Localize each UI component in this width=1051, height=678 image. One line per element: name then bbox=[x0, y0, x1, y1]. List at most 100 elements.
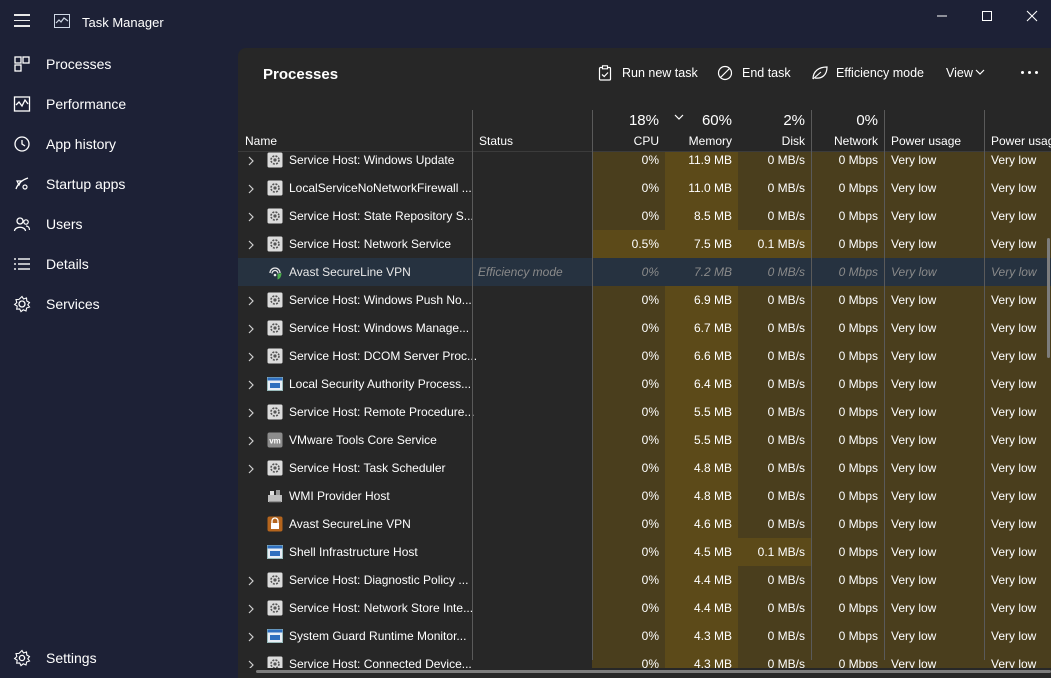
chevron-right-icon[interactable] bbox=[247, 407, 255, 421]
chevron-right-icon[interactable] bbox=[247, 575, 255, 589]
chevron-right-icon[interactable] bbox=[247, 435, 255, 449]
column-header-memory[interactable]: 60% Memory bbox=[665, 110, 738, 152]
chevron-right-icon[interactable] bbox=[247, 323, 255, 337]
table-row[interactable]: Shell Infrastructure Host 0% 4.5 MB 0.1 MB/… bbox=[238, 538, 1051, 566]
table-row[interactable]: Avast SecureLine VPN Efficiency mode 0% 7.2… bbox=[238, 258, 1051, 286]
chevron-right-icon[interactable] bbox=[247, 155, 255, 169]
heat-cell-background bbox=[884, 426, 984, 454]
column-header-network[interactable]: 0% Network bbox=[833, 112, 878, 148]
process-name: Service Host: Connected Device... bbox=[289, 657, 472, 668]
process-name: System Guard Runtime Monitor... bbox=[289, 629, 467, 643]
heat-cell-background bbox=[665, 454, 738, 482]
power-usage-value: Very low bbox=[891, 545, 937, 559]
sidebar-item-startup-apps[interactable]: Startup apps bbox=[0, 166, 230, 202]
sidebar-item-performance[interactable]: Performance bbox=[0, 86, 230, 122]
chevron-right-icon[interactable] bbox=[247, 183, 255, 197]
more-options-button[interactable] bbox=[1019, 64, 1041, 80]
heat-cell-background bbox=[811, 342, 884, 370]
cpu-value: 0% bbox=[641, 601, 659, 615]
close-button[interactable] bbox=[1017, 6, 1047, 26]
memory-value: 4.4 MB bbox=[693, 601, 732, 615]
table-row[interactable]: Service Host: DCOM Server Proc... 0% 6.6 M… bbox=[238, 342, 1051, 370]
sidebar-item-settings[interactable]: Settings bbox=[0, 640, 230, 676]
table-row[interactable]: LocalServiceNoNetworkFirewall ... 0% 11.0 … bbox=[238, 174, 1051, 202]
power-usage-value: Very low bbox=[891, 321, 937, 335]
table-row[interactable]: Service Host: Remote Procedure... 0% 5.5 M… bbox=[238, 398, 1051, 426]
heat-cell-background bbox=[592, 202, 665, 230]
table-row[interactable]: Service Host: Network Service 0.5% 7.5 MB 0… bbox=[238, 230, 1051, 258]
process-name: Service Host: Windows Push No... bbox=[289, 293, 472, 307]
horizontal-scrollbar[interactable] bbox=[256, 670, 1051, 673]
minimize-button[interactable] bbox=[927, 6, 957, 26]
cpu-total-percent: 18% bbox=[628, 112, 659, 129]
heat-cell-background bbox=[884, 510, 984, 538]
table-row[interactable]: vm VMware Tools Core Service 0% 5.5 MB 0 MB/… bbox=[238, 426, 1051, 454]
table-row[interactable]: Avast SecureLine VPN 0% 4.6 MB 0 MB/s 0 Mbps… bbox=[238, 510, 1051, 538]
column-header-power-usage[interactable]: Power usage bbox=[891, 134, 962, 148]
sidebar-item-users[interactable]: Users bbox=[0, 206, 230, 242]
gear-service-icon bbox=[267, 460, 283, 476]
sidebar-item-app-history[interactable]: App history bbox=[0, 126, 230, 162]
heat-cell-background bbox=[738, 286, 811, 314]
memory-value: 6.7 MB bbox=[693, 321, 732, 335]
column-header-cpu[interactable]: 18% CPU bbox=[628, 112, 659, 148]
vpn-shield-icon bbox=[267, 264, 283, 280]
table-row[interactable]: Service Host: Windows Push No... 0% 6.9 MB… bbox=[238, 286, 1051, 314]
efficiency-mode-button[interactable]: Efficiency mode bbox=[811, 64, 924, 84]
column-separator[interactable] bbox=[884, 110, 885, 660]
sidebar-item-label: Services bbox=[46, 296, 100, 312]
sidebar-item-details[interactable]: Details bbox=[0, 246, 230, 282]
process-name: Service Host: Remote Procedure... bbox=[289, 405, 475, 419]
column-header-power-usage-trend[interactable]: Power usag bbox=[991, 134, 1051, 148]
column-separator[interactable] bbox=[472, 110, 473, 660]
run-new-task-button[interactable]: Run new task bbox=[598, 64, 698, 84]
gear-service-icon bbox=[267, 348, 283, 364]
heat-cell-background bbox=[665, 152, 738, 174]
table-row[interactable]: Service Host: Windows Update 0% 11.9 MB 0 M… bbox=[238, 152, 1051, 174]
chevron-right-icon[interactable] bbox=[247, 295, 255, 309]
table-row[interactable]: Service Host: Connected Device... 0% 4.3 M… bbox=[238, 650, 1051, 668]
column-separator[interactable] bbox=[592, 110, 593, 660]
heat-cell-background bbox=[738, 622, 811, 650]
sidebar-item-services[interactable]: Services bbox=[0, 286, 230, 322]
chevron-right-icon[interactable] bbox=[247, 379, 255, 393]
chevron-right-icon[interactable] bbox=[247, 631, 255, 645]
column-header-disk[interactable]: 2% Disk bbox=[781, 112, 805, 148]
table-row[interactable]: System Guard Runtime Monitor... 0% 4.3 MB 0… bbox=[238, 622, 1051, 650]
chevron-right-icon[interactable] bbox=[247, 603, 255, 617]
chevron-right-icon[interactable] bbox=[247, 239, 255, 253]
heat-cell-background bbox=[811, 454, 884, 482]
table-row[interactable]: Service Host: Diagnostic Policy ... 0% 4.4… bbox=[238, 566, 1051, 594]
heat-cell-background bbox=[884, 286, 984, 314]
wmi-icon bbox=[267, 488, 283, 504]
cpu-value: 0% bbox=[641, 573, 659, 587]
view-dropdown[interactable]: View bbox=[945, 64, 989, 84]
power-usage-trend-value: Very low bbox=[991, 461, 1037, 475]
column-separator[interactable] bbox=[811, 110, 812, 660]
chevron-right-icon[interactable] bbox=[247, 659, 255, 668]
table-row[interactable]: WMI Provider Host 0% 4.8 MB 0 MB/s 0 Mbps Ver… bbox=[238, 482, 1051, 510]
table-row[interactable]: Service Host: Network Store Inte... 0% 4.4… bbox=[238, 594, 1051, 622]
column-header-name[interactable]: Name bbox=[245, 134, 278, 148]
column-separator[interactable] bbox=[984, 110, 985, 660]
startup-apps-icon bbox=[15, 177, 29, 190]
network-value: 0 Mbps bbox=[838, 545, 878, 559]
maximize-icon bbox=[982, 11, 992, 21]
heat-cell-background bbox=[884, 454, 984, 482]
vertical-scrollbar[interactable] bbox=[1047, 238, 1050, 358]
table-row[interactable]: Service Host: State Repository S... 0% 8.5… bbox=[238, 202, 1051, 230]
chevron-right-icon[interactable] bbox=[247, 351, 255, 365]
sidebar-item-processes[interactable]: Processes bbox=[0, 46, 230, 82]
table-row[interactable]: Service Host: Task Scheduler 0% 4.8 MB 0 MB… bbox=[238, 454, 1051, 482]
end-task-button[interactable]: End task bbox=[717, 64, 791, 84]
chevron-right-icon[interactable] bbox=[247, 463, 255, 477]
column-header-status[interactable]: Status bbox=[479, 134, 514, 148]
run-new-task-icon bbox=[598, 65, 612, 81]
table-row[interactable]: Local Security Authority Process... 0% 6.4… bbox=[238, 370, 1051, 398]
maximize-button[interactable] bbox=[972, 6, 1002, 26]
hamburger-menu-icon[interactable] bbox=[14, 14, 30, 28]
table-row[interactable]: Service Host: Windows Manage... 0% 6.7 MB 0… bbox=[238, 314, 1051, 342]
chevron-right-icon[interactable] bbox=[247, 211, 255, 225]
memory-value: 4.3 MB bbox=[693, 629, 732, 643]
services-icon bbox=[13, 295, 31, 313]
